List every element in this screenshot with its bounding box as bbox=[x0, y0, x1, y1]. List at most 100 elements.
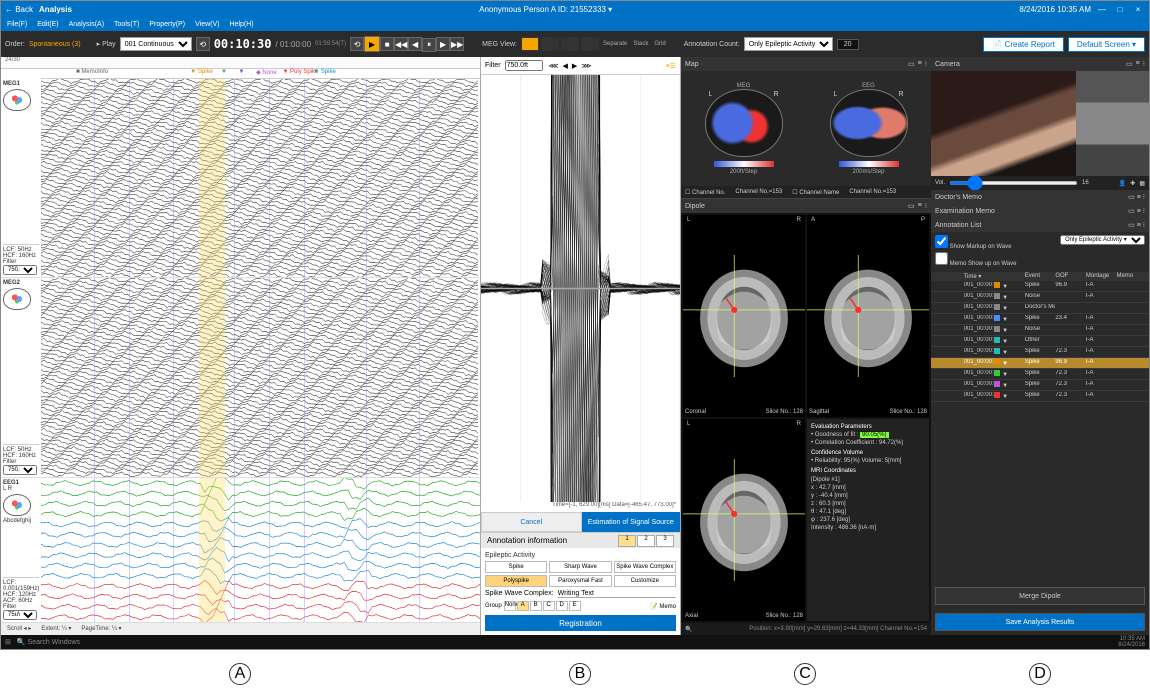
channel-no-check[interactable]: ☐ Channel No. bbox=[685, 189, 725, 196]
reset-time-button[interactable]: ⟲ bbox=[196, 37, 210, 51]
group-E[interactable]: E bbox=[569, 601, 581, 611]
volume-slider[interactable] bbox=[949, 181, 1078, 185]
channel-name-check[interactable]: ☐ Channel Name bbox=[792, 189, 839, 196]
close-button[interactable]: × bbox=[1131, 5, 1145, 14]
marker[interactable]: ▼ bbox=[221, 69, 227, 75]
menu-view[interactable]: View(V) bbox=[195, 21, 219, 28]
butterfly-plot[interactable] bbox=[481, 75, 680, 502]
al-col[interactable] bbox=[994, 273, 1025, 280]
meg1-canvas[interactable] bbox=[41, 79, 480, 277]
anno-type-polyspike[interactable]: Polyspike bbox=[485, 575, 547, 587]
menu-file[interactable]: File(F) bbox=[7, 21, 27, 28]
show-markup-check[interactable]: Show Markup on Wave Only Epileptic Activ… bbox=[935, 235, 1145, 250]
transport-2[interactable]: ■ bbox=[380, 37, 394, 51]
start-icon[interactable]: ⊞ bbox=[5, 638, 11, 646]
mri-sagittal[interactable]: APSagittalSlice No.: 128 bbox=[807, 215, 929, 417]
meg-topomap[interactable] bbox=[705, 89, 783, 157]
scroll-control[interactable]: Scroll ◂ ▸ bbox=[7, 625, 31, 632]
extent-control[interactable]: Extent: ¼ ▾ bbox=[41, 625, 71, 632]
pb-nav[interactable]: ◀ bbox=[561, 63, 570, 70]
meg1-sens-select[interactable]: 750.0ft bbox=[3, 265, 37, 275]
transport-4[interactable]: ◀ bbox=[408, 37, 422, 51]
mri-axial[interactable]: LRAxialSlice No.: 128 bbox=[683, 419, 805, 621]
doctor-memo-header[interactable]: Doctor's Memo bbox=[935, 194, 982, 201]
merge-dipole-button[interactable]: Merge Dipole bbox=[935, 587, 1145, 605]
transport-7[interactable]: ▶▶ bbox=[450, 37, 464, 51]
anno-tab-2[interactable]: 2 bbox=[637, 535, 655, 547]
annotation-row[interactable]: 001_00:00:00▼OtherI-A bbox=[931, 336, 1149, 347]
annotation-row[interactable]: 001_00:00:00▼Spike72.3I-A bbox=[931, 391, 1149, 402]
marker[interactable]: ▼ Spike bbox=[313, 69, 336, 75]
transport-6[interactable]: ▶ bbox=[436, 37, 450, 51]
registration-button[interactable]: Registration bbox=[485, 615, 676, 631]
cancel-button[interactable]: Cancel bbox=[481, 512, 582, 532]
anno-type-paroxysmal-fast[interactable]: Paroxysmal Fast bbox=[549, 575, 611, 587]
menu-property[interactable]: Property(P) bbox=[149, 21, 185, 28]
annotation-row[interactable]: 001_00:00:00▼Spike23.4I-A bbox=[931, 314, 1149, 325]
meg2-canvas[interactable] bbox=[41, 278, 480, 476]
al-col[interactable]: Montage bbox=[1086, 273, 1117, 280]
cam-icon-1[interactable]: 👤 bbox=[1119, 180, 1126, 187]
swc-value[interactable]: Writing Text bbox=[558, 590, 676, 598]
recording-select[interactable]: 001 Continuous bbox=[120, 37, 192, 51]
save-results-button[interactable]: Save Analysis Results bbox=[935, 613, 1145, 631]
annotation-filter-select[interactable]: Only Epileptic Activity bbox=[744, 37, 833, 51]
dipole-min-icon[interactable]: ▭ bbox=[908, 202, 915, 210]
meg2-sens-select[interactable]: 750.0ft bbox=[3, 465, 37, 475]
memo-button[interactable]: 📝 Memo bbox=[650, 603, 676, 610]
cam-min-icon[interactable]: ▭ bbox=[1126, 60, 1133, 68]
memo-show-check[interactable]: Memo Show up on Wave bbox=[935, 252, 1145, 267]
pagetime-control[interactable]: PageTime: ¼ ▾ bbox=[81, 625, 121, 632]
group-B[interactable]: B bbox=[530, 601, 542, 611]
mri-coronal[interactable]: LRCoronalSlice No.: 128 bbox=[683, 215, 805, 417]
anno-type-spike-wave-complex[interactable]: Spike Wave Complex bbox=[614, 561, 676, 573]
annotation-row[interactable]: 001_00:00:00▼Spike96.9I-A bbox=[931, 281, 1149, 292]
annotation-row[interactable]: 001_00:00:00▼Spike72.3I-A bbox=[931, 369, 1149, 380]
menu-help[interactable]: Help(H) bbox=[230, 21, 254, 28]
pb-nav[interactable]: ⋘ bbox=[547, 63, 561, 70]
transport-1[interactable]: ▶ bbox=[364, 36, 380, 52]
cam-icon-2[interactable]: ✚ bbox=[1130, 180, 1135, 187]
marker[interactable]: ▼ Spike bbox=[190, 69, 213, 75]
cam-icon-3[interactable]: ▦ bbox=[1139, 180, 1145, 187]
pb-nav[interactable]: ▶ bbox=[570, 63, 579, 70]
al-col[interactable]: GOF bbox=[1055, 273, 1086, 280]
menu-tools[interactable]: Tools(T) bbox=[114, 21, 139, 28]
screen-select[interactable]: Default Screen ▾ bbox=[1068, 37, 1145, 52]
anno-tab-1[interactable]: 1 bbox=[618, 535, 636, 547]
minimize-button[interactable]: — bbox=[1095, 5, 1109, 14]
group-D[interactable]: D bbox=[556, 601, 568, 611]
marker[interactable]: ◆ None bbox=[256, 69, 277, 76]
cam-more-icon[interactable]: ⁝ bbox=[1143, 60, 1145, 68]
megview-toggle[interactable] bbox=[521, 37, 599, 51]
map-more-icon[interactable]: ⁝ bbox=[925, 60, 927, 68]
eeg1-canvas[interactable] bbox=[41, 478, 480, 622]
al-col[interactable]: Time ▾ bbox=[964, 273, 995, 280]
create-report-button[interactable]: 📄 Create Report bbox=[983, 37, 1063, 52]
transport-0[interactable]: ⟲ bbox=[350, 37, 364, 51]
map-opt-icon[interactable]: ≡ bbox=[918, 60, 922, 68]
marker[interactable]: ▼ bbox=[239, 69, 245, 75]
al-col[interactable] bbox=[933, 273, 964, 280]
panelc-search-icon[interactable]: 🔍 bbox=[685, 626, 692, 633]
taskbar-search[interactable]: 🔍 Search Windows bbox=[17, 638, 80, 646]
dipole-more-icon[interactable]: ⁝ bbox=[925, 202, 927, 210]
annotation-row[interactable]: 001_00:00:00▼Spike72.3I-A bbox=[931, 380, 1149, 391]
eeg-topomap[interactable] bbox=[830, 89, 908, 157]
cam-opt-icon[interactable]: ≡ bbox=[1136, 60, 1140, 68]
al-col[interactable]: Memo bbox=[1116, 273, 1147, 280]
transport-3[interactable]: ◀◀ bbox=[394, 37, 408, 51]
anno-tab-3[interactable]: 3 bbox=[656, 535, 674, 547]
dipole-opt-icon[interactable]: ≡ bbox=[918, 202, 922, 210]
marker[interactable]: ■ MemoInfo bbox=[76, 69, 108, 75]
map-min-icon[interactable]: ▭ bbox=[908, 60, 915, 68]
al-col[interactable]: Event bbox=[1025, 273, 1056, 280]
group-C[interactable]: C bbox=[543, 601, 555, 611]
anno-type-spike[interactable]: Spike bbox=[485, 561, 547, 573]
menu-edit[interactable]: Edit(E) bbox=[37, 21, 58, 28]
eeg1-sens-select[interactable]: 75uV bbox=[3, 610, 37, 620]
annotation-row[interactable]: 001_00:00:00▼Spike96.9I-A bbox=[931, 358, 1149, 369]
annotation-row[interactable]: 001_00:00:00▼Spike72.3I-A bbox=[931, 347, 1149, 358]
pb-nav[interactable]: ⋙ bbox=[579, 63, 593, 70]
annolist-filter[interactable]: Only Epileptic Activity ▾ bbox=[1060, 235, 1145, 245]
